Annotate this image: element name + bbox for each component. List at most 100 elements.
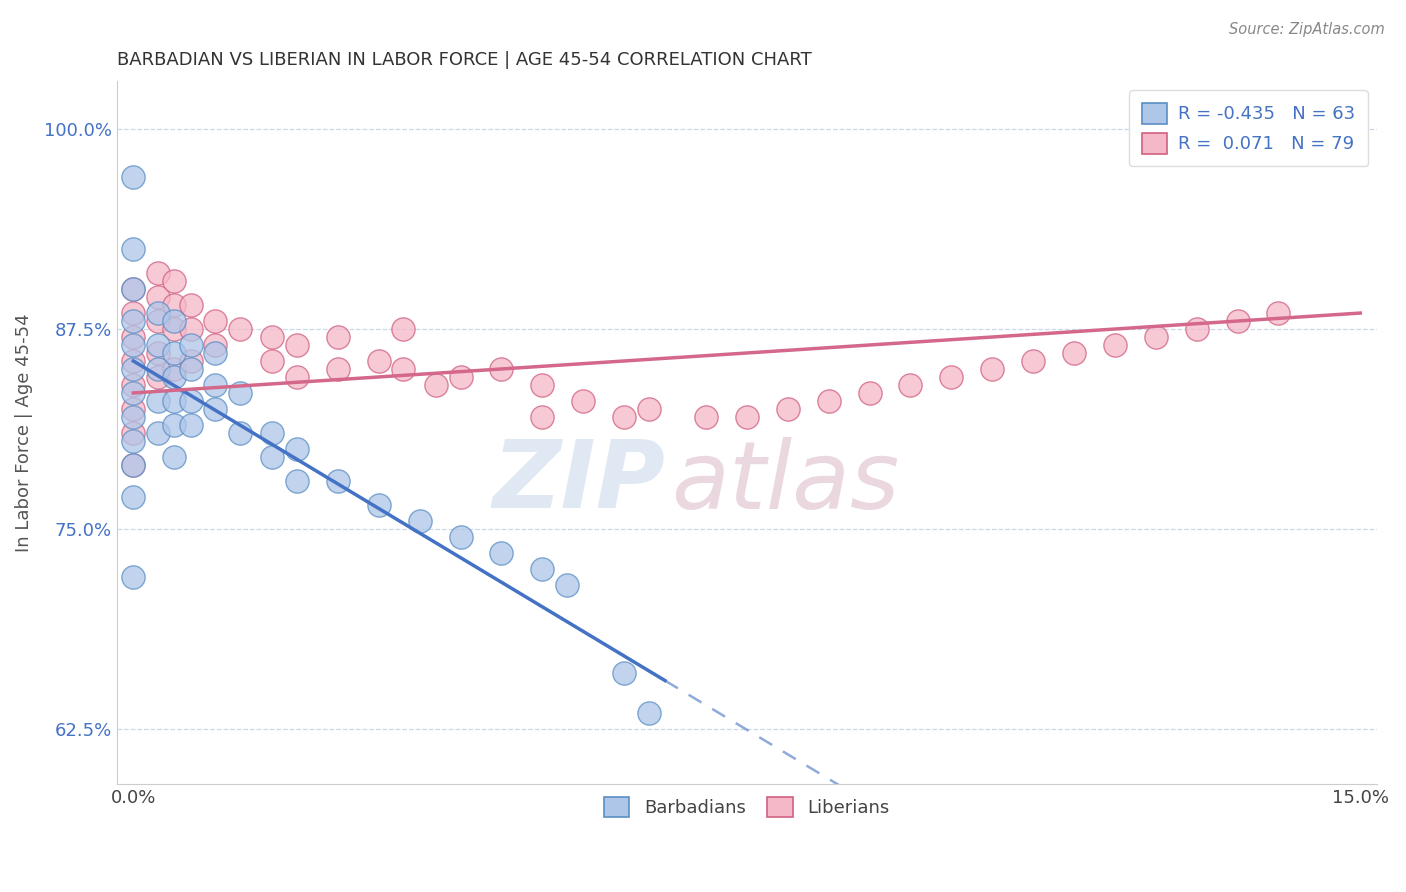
Point xyxy=(285,338,308,352)
Point xyxy=(531,562,554,576)
Point xyxy=(1185,322,1208,336)
Point xyxy=(408,514,430,528)
Point xyxy=(163,393,186,408)
Point xyxy=(450,370,472,384)
Point xyxy=(637,401,659,416)
Point xyxy=(122,282,145,296)
Point xyxy=(122,282,145,296)
Point xyxy=(163,274,186,288)
Point xyxy=(262,354,284,368)
Point xyxy=(163,417,186,432)
Point xyxy=(180,417,202,432)
Point xyxy=(122,170,145,185)
Point xyxy=(122,242,145,256)
Point xyxy=(146,370,169,384)
Y-axis label: In Labor Force | Age 45-54: In Labor Force | Age 45-54 xyxy=(15,314,32,552)
Point xyxy=(146,306,169,320)
Point xyxy=(1267,306,1289,320)
Point xyxy=(163,298,186,312)
Point xyxy=(122,409,145,424)
Point xyxy=(425,378,447,392)
Point xyxy=(392,322,415,336)
Point xyxy=(180,362,202,376)
Point xyxy=(326,330,349,344)
Point xyxy=(228,386,250,401)
Point xyxy=(122,378,145,392)
Point xyxy=(146,314,169,328)
Point xyxy=(146,393,169,408)
Point xyxy=(146,266,169,280)
Point xyxy=(122,434,145,448)
Point xyxy=(285,370,308,384)
Point xyxy=(392,362,415,376)
Text: atlas: atlas xyxy=(671,436,900,527)
Point xyxy=(122,458,145,472)
Point xyxy=(122,354,145,368)
Point xyxy=(180,338,202,352)
Point xyxy=(163,370,186,384)
Point xyxy=(204,338,226,352)
Text: ZIP: ZIP xyxy=(492,436,665,528)
Point xyxy=(817,393,839,408)
Point xyxy=(262,425,284,440)
Point xyxy=(262,330,284,344)
Point xyxy=(122,330,145,344)
Point xyxy=(531,409,554,424)
Text: Source: ZipAtlas.com: Source: ZipAtlas.com xyxy=(1229,22,1385,37)
Point xyxy=(1022,354,1045,368)
Point xyxy=(122,338,145,352)
Point xyxy=(122,401,145,416)
Point xyxy=(146,290,169,304)
Point xyxy=(1226,314,1249,328)
Point xyxy=(122,425,145,440)
Point xyxy=(180,322,202,336)
Point xyxy=(981,362,1004,376)
Point xyxy=(180,393,202,408)
Point xyxy=(122,362,145,376)
Point xyxy=(531,378,554,392)
Point xyxy=(146,346,169,360)
Text: BARBADIAN VS LIBERIAN IN LABOR FORCE | AGE 45-54 CORRELATION CHART: BARBADIAN VS LIBERIAN IN LABOR FORCE | A… xyxy=(117,51,811,69)
Point xyxy=(1063,346,1085,360)
Point xyxy=(122,306,145,320)
Legend: Barbadians, Liberians: Barbadians, Liberians xyxy=(598,789,897,824)
Point xyxy=(122,490,145,504)
Point xyxy=(491,546,513,560)
Point xyxy=(941,370,963,384)
Point xyxy=(204,346,226,360)
Point xyxy=(900,378,922,392)
Point xyxy=(163,314,186,328)
Point xyxy=(163,322,186,336)
Point xyxy=(204,378,226,392)
Point xyxy=(326,362,349,376)
Point xyxy=(491,362,513,376)
Point xyxy=(163,450,186,464)
Point xyxy=(613,409,636,424)
Point xyxy=(1104,338,1126,352)
Point xyxy=(204,401,226,416)
Point xyxy=(163,346,186,360)
Point xyxy=(262,450,284,464)
Point xyxy=(146,425,169,440)
Point xyxy=(735,409,758,424)
Point xyxy=(146,362,169,376)
Point xyxy=(555,577,578,591)
Point xyxy=(122,570,145,584)
Point xyxy=(122,314,145,328)
Point xyxy=(858,386,880,401)
Point xyxy=(228,322,250,336)
Point xyxy=(367,354,389,368)
Point xyxy=(228,425,250,440)
Point xyxy=(1144,330,1167,344)
Point xyxy=(180,354,202,368)
Point xyxy=(613,665,636,680)
Point xyxy=(204,314,226,328)
Point xyxy=(695,409,717,424)
Point xyxy=(163,362,186,376)
Point xyxy=(180,298,202,312)
Point xyxy=(285,442,308,456)
Point xyxy=(572,393,595,408)
Point xyxy=(122,386,145,401)
Point xyxy=(326,474,349,488)
Point xyxy=(146,338,169,352)
